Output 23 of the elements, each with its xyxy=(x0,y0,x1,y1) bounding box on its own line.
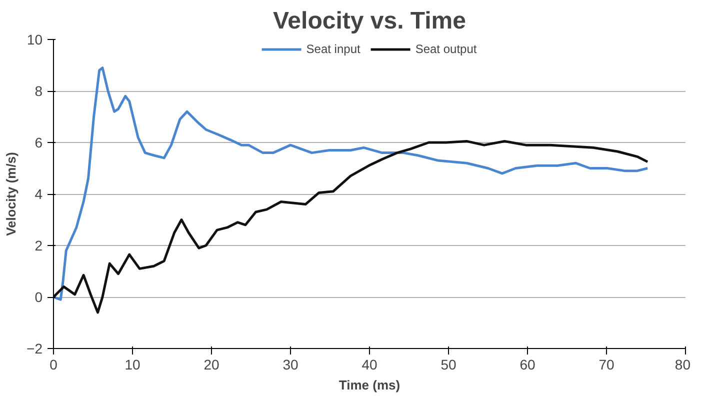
y-tick-label: 6 xyxy=(34,134,43,150)
chart-title: Velocity vs. Time xyxy=(273,8,466,34)
x-tick-label: 0 xyxy=(50,356,58,372)
legend-label: Seat output xyxy=(415,42,477,56)
legend-label: Seat input xyxy=(306,42,360,56)
y-tick-label: 4 xyxy=(34,186,43,202)
y-tick-label: 0 xyxy=(34,289,43,305)
x-tick-label: 40 xyxy=(362,356,378,372)
x-tick-label: 80 xyxy=(674,356,691,372)
x-tick-label: 50 xyxy=(440,356,456,372)
line-series xyxy=(54,140,649,314)
y-tick-label: 2 xyxy=(34,238,43,254)
x-tick-label: 20 xyxy=(204,356,220,372)
y-tick-label: 10 xyxy=(26,32,43,48)
x-tick-label: 70 xyxy=(598,356,614,372)
y-tick-label: 8 xyxy=(34,83,43,99)
y-tick-label: −2 xyxy=(26,340,43,356)
x-tick-label: 60 xyxy=(520,356,536,372)
line-series xyxy=(54,66,649,301)
x-tick-label: 30 xyxy=(282,356,298,372)
y-axis-title: Velocity (m/s) xyxy=(4,152,19,236)
x-tick-label: 10 xyxy=(124,356,140,372)
x-axis-title: Time (ms) xyxy=(338,378,400,392)
